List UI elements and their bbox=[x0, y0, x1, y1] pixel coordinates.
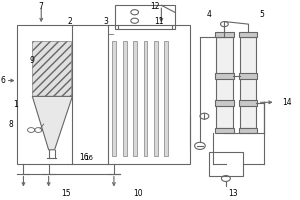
Text: 15: 15 bbox=[61, 189, 71, 198]
Bar bbox=[215, 73, 234, 79]
Text: 3: 3 bbox=[103, 17, 108, 26]
Bar bbox=[239, 100, 257, 106]
Text: 7: 7 bbox=[39, 2, 44, 11]
Text: 6: 6 bbox=[1, 76, 6, 85]
Bar bbox=[144, 41, 147, 156]
Bar bbox=[215, 128, 234, 133]
Text: 4: 4 bbox=[206, 10, 211, 19]
Bar bbox=[215, 32, 234, 37]
Bar bbox=[116, 5, 175, 29]
Bar bbox=[239, 73, 257, 79]
Bar bbox=[112, 41, 116, 156]
Text: −: − bbox=[107, 30, 114, 39]
Text: 14: 14 bbox=[283, 98, 292, 107]
Text: 12: 12 bbox=[151, 2, 160, 11]
Text: 16: 16 bbox=[80, 153, 89, 162]
Polygon shape bbox=[32, 96, 72, 150]
Bar bbox=[164, 41, 168, 156]
Bar bbox=[17, 25, 190, 164]
Bar bbox=[216, 37, 232, 128]
Bar bbox=[154, 41, 158, 156]
Text: 5: 5 bbox=[260, 10, 265, 19]
Text: 11: 11 bbox=[154, 17, 164, 26]
Text: 10: 10 bbox=[133, 189, 142, 198]
Bar bbox=[32, 41, 71, 96]
Text: 1: 1 bbox=[14, 100, 18, 109]
Text: 9: 9 bbox=[29, 56, 34, 65]
Text: 8: 8 bbox=[9, 120, 13, 129]
Text: 16: 16 bbox=[84, 155, 93, 161]
Bar bbox=[209, 152, 243, 176]
Bar bbox=[239, 128, 257, 133]
Bar bbox=[240, 37, 256, 128]
Bar bbox=[239, 32, 257, 37]
Text: 2: 2 bbox=[68, 17, 73, 26]
Text: 13: 13 bbox=[228, 189, 237, 198]
Bar bbox=[123, 41, 127, 156]
Bar bbox=[215, 100, 234, 106]
Bar bbox=[133, 41, 137, 156]
